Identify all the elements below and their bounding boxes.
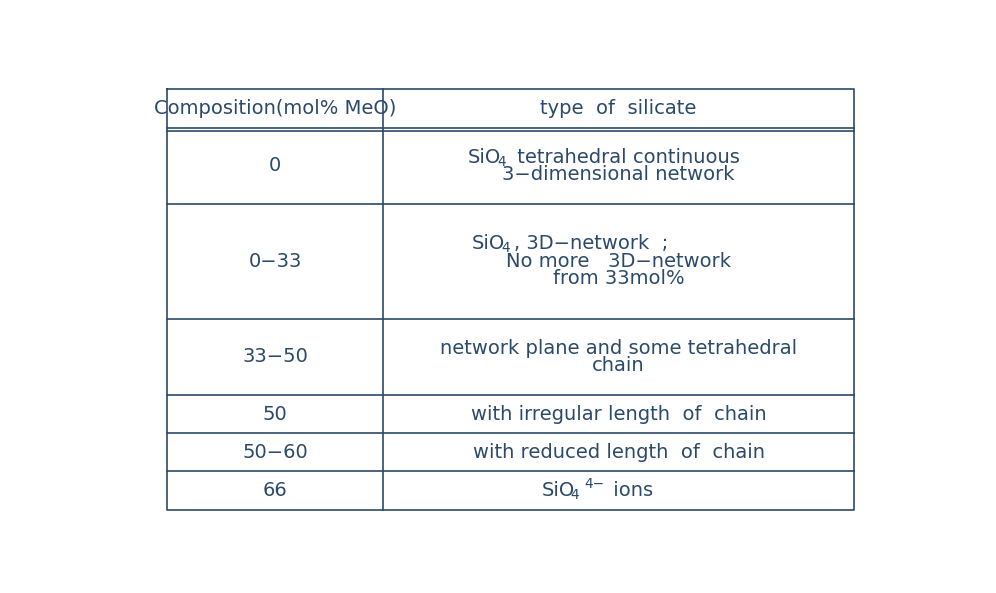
Text: Composition(mol% MeO): Composition(mol% MeO) [154, 99, 396, 118]
Text: No more   3D−network: No more 3D−network [506, 252, 731, 271]
Text: SiO: SiO [542, 481, 575, 500]
Text: 4: 4 [571, 488, 580, 502]
Text: tetrahedral continuous: tetrahedral continuous [511, 148, 739, 167]
Text: from 33mol%: from 33mol% [553, 269, 684, 288]
Text: 3−dimensional network: 3−dimensional network [502, 165, 735, 184]
Text: 50: 50 [263, 404, 288, 423]
Text: with irregular length  of  chain: with irregular length of chain [471, 404, 767, 423]
Text: 66: 66 [263, 481, 288, 500]
Text: ions: ions [608, 481, 653, 500]
Text: , 3D−network  ;: , 3D−network ; [515, 234, 668, 253]
Text: chain: chain [593, 356, 645, 375]
Text: 4: 4 [501, 241, 510, 256]
Text: 0: 0 [269, 157, 281, 176]
Text: 50−60: 50−60 [242, 443, 308, 462]
Text: 4: 4 [497, 155, 506, 168]
Text: network plane and some tetrahedral: network plane and some tetrahedral [440, 339, 797, 358]
Text: 4−: 4− [584, 477, 604, 491]
Text: SiO: SiO [468, 148, 501, 167]
Text: type  of  silicate: type of silicate [541, 99, 697, 118]
Text: 33−50: 33−50 [242, 347, 308, 366]
Text: 0−33: 0−33 [248, 252, 302, 271]
Text: SiO: SiO [472, 234, 505, 253]
Text: with reduced length  of  chain: with reduced length of chain [473, 443, 765, 462]
